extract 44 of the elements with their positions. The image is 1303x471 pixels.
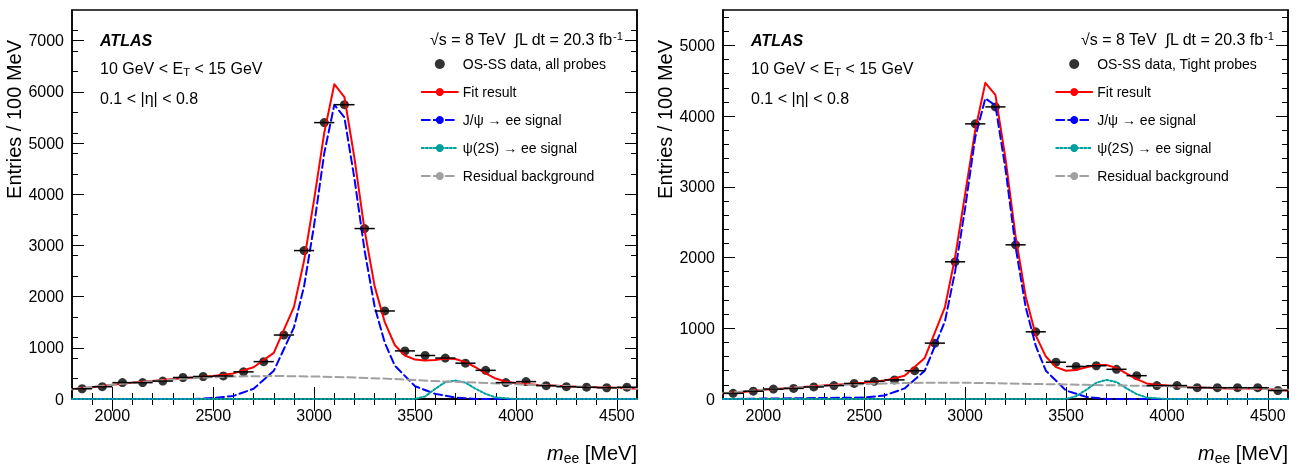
y-axis-title: Entries / 100 MeV xyxy=(3,39,25,199)
y-tick-label: 4000 xyxy=(28,185,65,203)
annotation: ATLAS xyxy=(99,31,153,49)
y-tick-label: 5000 xyxy=(679,36,716,54)
x-tick-label: 2000 xyxy=(745,406,782,424)
line-series xyxy=(71,374,638,391)
y-tick-label: 7000 xyxy=(28,32,65,50)
x-tick-label: 4000 xyxy=(498,406,534,424)
y-tick-label: 2000 xyxy=(28,288,65,306)
legend-label: ψ(2S) → ee signal xyxy=(462,140,578,156)
x-tick-label: 4500 xyxy=(599,406,635,424)
y-tick-label: 1000 xyxy=(679,319,716,337)
legend-label: OS-SS data, all probes xyxy=(462,56,606,72)
legend-label: OS-SS data, Tight probes xyxy=(1097,56,1257,72)
x-tick-label: 4500 xyxy=(1250,406,1286,424)
y-tick-label: 1000 xyxy=(28,339,65,357)
x-tick-label: 3000 xyxy=(296,406,333,424)
legend-label: Fit result xyxy=(462,84,517,100)
y-axis-title: Entries / 100 MeV xyxy=(654,39,676,199)
y-tick-label: 0 xyxy=(55,390,65,408)
y-tick-label: 6000 xyxy=(28,83,65,101)
x-tick-label: 2500 xyxy=(195,406,232,424)
legend-label: Residual background xyxy=(1097,168,1229,184)
x-tick-label: 2000 xyxy=(94,406,131,424)
annotation: 0.1 < |η| < 0.8 xyxy=(100,89,199,107)
legend-label: Fit result xyxy=(1097,84,1151,100)
y-tick-label: 4000 xyxy=(679,107,716,125)
y-tick-label: 2000 xyxy=(679,249,716,267)
annotation: ATLAS xyxy=(750,31,804,49)
y-tick-label: 0 xyxy=(706,390,716,408)
x-tick-label: 3500 xyxy=(397,406,433,424)
legend-label: ψ(2S) → ee signal xyxy=(1097,140,1212,156)
annotation: 0.1 < |η| < 0.8 xyxy=(751,89,850,107)
x-tick-label: 3500 xyxy=(1048,406,1084,424)
y-tick-label: 5000 xyxy=(28,134,65,152)
x-tick-label: 2500 xyxy=(846,406,883,424)
x-tick-label: 3000 xyxy=(947,406,984,424)
x-tick-label: 4000 xyxy=(1149,406,1185,424)
y-tick-label: 3000 xyxy=(679,178,716,196)
line-series xyxy=(722,381,1289,395)
legend-label: Residual background xyxy=(462,168,595,184)
y-tick-label: 3000 xyxy=(28,236,65,254)
legend-label: J/ψ → ee signal xyxy=(462,112,562,128)
legend-label: J/ψ → ee signal xyxy=(1097,112,1196,128)
